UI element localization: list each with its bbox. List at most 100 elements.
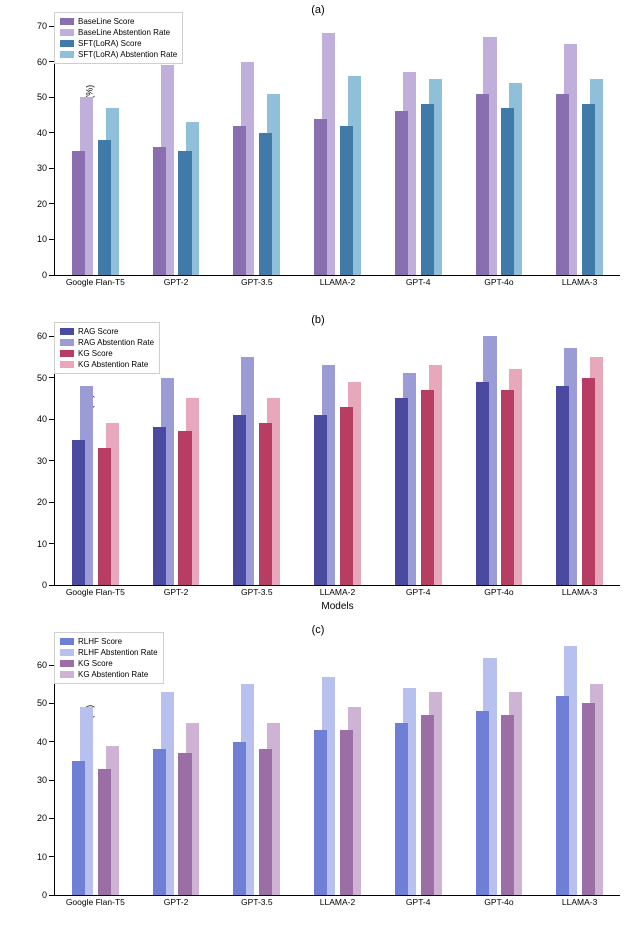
xtick-label: GPT-4o bbox=[484, 277, 513, 287]
xtick-label: GPT-4o bbox=[484, 587, 513, 597]
bar-baseline_score bbox=[476, 94, 489, 275]
ytick bbox=[49, 543, 55, 544]
legend-label: RAG Abstention Rate bbox=[78, 337, 154, 348]
ytick bbox=[49, 168, 55, 169]
legend-swatch bbox=[60, 361, 74, 368]
ytick-label: 0 bbox=[42, 890, 47, 900]
bar-rag_score bbox=[556, 386, 569, 585]
xtick-label: LLAMA-2 bbox=[320, 277, 355, 287]
legend-label: RLHF Score bbox=[78, 636, 122, 647]
bar-rlhf_score bbox=[476, 711, 489, 895]
legend-item: KG Abstention Rate bbox=[60, 359, 154, 370]
bar-kg_score bbox=[501, 390, 514, 585]
ytick bbox=[49, 780, 55, 781]
xtick-label: LLAMA-2 bbox=[320, 587, 355, 597]
xtick-label: GPT-3.5 bbox=[241, 897, 273, 907]
bar-kg_score bbox=[259, 423, 272, 585]
bar-kg_score bbox=[340, 407, 353, 585]
bar-kg_score bbox=[582, 378, 595, 586]
bar-sft_score bbox=[501, 108, 514, 275]
legend-label: BaseLine Score bbox=[78, 16, 134, 27]
panel-b: (b)0102030405060Scores and Abstention Ra… bbox=[4, 314, 632, 622]
bar-sft_score bbox=[178, 151, 191, 276]
legend-swatch bbox=[60, 51, 74, 58]
legend-item: BaseLine Score bbox=[60, 16, 177, 27]
legend-item: RAG Abstention Rate bbox=[60, 337, 154, 348]
bar-kg_score bbox=[421, 390, 434, 585]
ytick bbox=[49, 419, 55, 420]
legend-item: RAG Score bbox=[60, 326, 154, 337]
bar-rag_score bbox=[395, 398, 408, 585]
ytick-label: 30 bbox=[37, 163, 47, 173]
legend-swatch bbox=[60, 638, 74, 645]
bar-kg_score bbox=[98, 448, 111, 585]
legend-item: KG Score bbox=[60, 658, 158, 669]
legend-label: RLHF Abstention Rate bbox=[78, 647, 158, 658]
legend-label: KG Abstention Rate bbox=[78, 359, 148, 370]
legend-label: KG Abstention Rate bbox=[78, 669, 148, 680]
legend-swatch bbox=[60, 29, 74, 36]
bar-sft_score bbox=[582, 104, 595, 275]
x-axis-labels: Google Flan-T5GPT-2GPT-3.5LLAMA-2GPT-4GP… bbox=[55, 275, 620, 299]
ytick bbox=[49, 460, 55, 461]
xtick-label: GPT-3.5 bbox=[241, 587, 273, 597]
legend-item: BaseLine Abstention Rate bbox=[60, 27, 177, 38]
legend-item: KG Abstention Rate bbox=[60, 669, 158, 680]
bar-sft_score bbox=[259, 133, 272, 275]
bar-rlhf_score bbox=[233, 742, 246, 895]
bar-kg_score bbox=[582, 703, 595, 895]
ytick-label: 70 bbox=[37, 21, 47, 31]
legend-item: SFT(LoRA) Abstention Rate bbox=[60, 49, 177, 60]
xtick-label: LLAMA-3 bbox=[562, 277, 597, 287]
legend-swatch bbox=[60, 40, 74, 47]
bar-rag_score bbox=[153, 427, 166, 585]
bar-sft_score bbox=[421, 104, 434, 275]
ytick-label: 20 bbox=[37, 497, 47, 507]
bar-sft_score bbox=[98, 140, 111, 275]
bar-rlhf_score bbox=[556, 696, 569, 895]
ytick-label: 40 bbox=[37, 414, 47, 424]
bar-baseline_score bbox=[314, 119, 327, 276]
legend-b: RAG ScoreRAG Abstention RateKG ScoreKG A… bbox=[54, 322, 160, 374]
xtick-label: Google Flan-T5 bbox=[66, 587, 125, 597]
xtick-label: GPT-4 bbox=[406, 587, 431, 597]
ytick-label: 60 bbox=[37, 660, 47, 670]
ytick-label: 10 bbox=[37, 539, 47, 549]
ytick bbox=[49, 741, 55, 742]
legend-swatch bbox=[60, 328, 74, 335]
ytick-label: 50 bbox=[37, 698, 47, 708]
bar-rlhf_score bbox=[314, 730, 327, 895]
bar-kg_score bbox=[178, 431, 191, 585]
ytick-label: 30 bbox=[37, 456, 47, 466]
xtick-label: Google Flan-T5 bbox=[66, 277, 125, 287]
bar-baseline_score bbox=[153, 147, 166, 275]
bar-rlhf_score bbox=[153, 749, 166, 895]
ytick-label: 40 bbox=[37, 128, 47, 138]
bar-baseline_score bbox=[395, 111, 408, 275]
ytick-label: 20 bbox=[37, 199, 47, 209]
bar-rlhf_score bbox=[395, 723, 408, 895]
ytick-label: 50 bbox=[37, 92, 47, 102]
xtick-label: LLAMA-2 bbox=[320, 897, 355, 907]
ytick-label: 40 bbox=[37, 737, 47, 747]
legend-swatch bbox=[60, 350, 74, 357]
bar-sft_score bbox=[340, 126, 353, 275]
ytick-label: 60 bbox=[37, 331, 47, 341]
xtick-label: LLAMA-3 bbox=[562, 587, 597, 597]
bar-rag_score bbox=[476, 382, 489, 585]
xtick-label: GPT-4 bbox=[406, 897, 431, 907]
ytick bbox=[49, 703, 55, 704]
ytick-label: 50 bbox=[37, 373, 47, 383]
legend-item: RLHF Score bbox=[60, 636, 158, 647]
legend-label: KG Score bbox=[78, 348, 113, 359]
legend-label: RAG Score bbox=[78, 326, 118, 337]
legend-swatch bbox=[60, 649, 74, 656]
bar-kg_score bbox=[421, 715, 434, 895]
ytick bbox=[49, 132, 55, 133]
legend-label: BaseLine Abstention Rate bbox=[78, 27, 170, 38]
ytick-label: 20 bbox=[37, 813, 47, 823]
ytick bbox=[49, 377, 55, 378]
ytick bbox=[49, 203, 55, 204]
xtick-label: Google Flan-T5 bbox=[66, 897, 125, 907]
legend-label: SFT(LoRA) Score bbox=[78, 38, 142, 49]
